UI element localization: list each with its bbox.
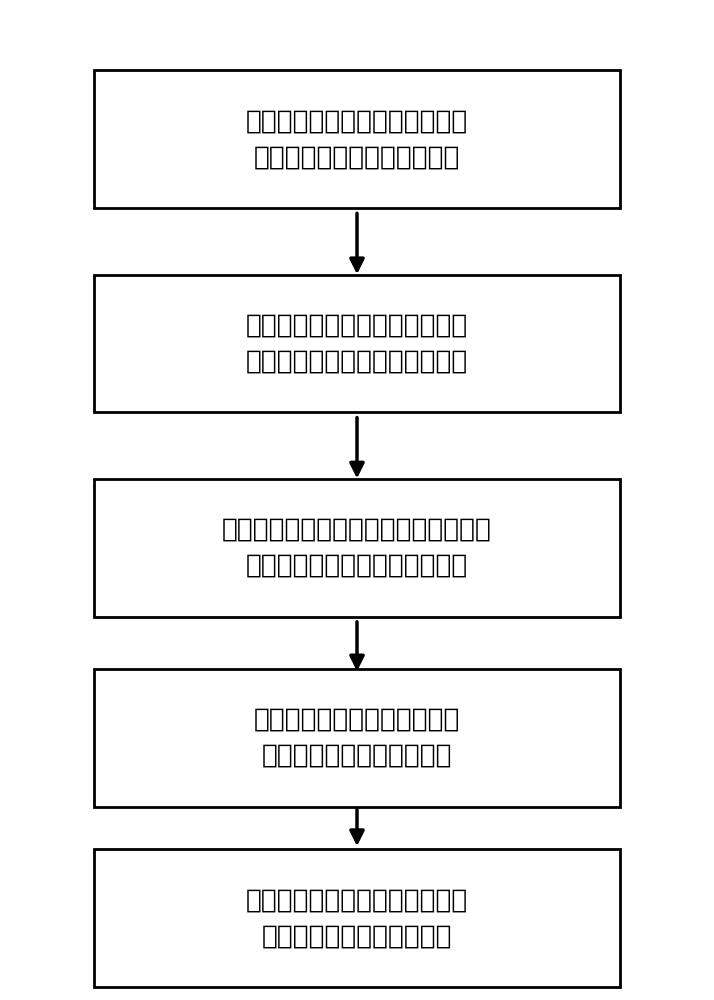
Text: 对同一组内的逆变器，按照不同
时刻实发功率的不同，进行分类: 对同一组内的逆变器，按照不同 时刻实发功率的不同，进行分类 — [246, 312, 468, 374]
Text: 根据每类逆变器的可增功率，
计算每组逆变器的可增功率: 根据每类逆变器的可增功率， 计算每组逆变器的可增功率 — [253, 707, 461, 769]
Bar — [94, 669, 620, 807]
Bar — [94, 70, 620, 208]
Text: 根据每组逆变器的可增功率，计
算整个光伏电站的理论功率: 根据每组逆变器的可增功率，计 算整个光伏电站的理论功率 — [246, 887, 468, 949]
Bar — [94, 275, 620, 412]
Text: 确定每一类逆变器中样板逆变器的实际
功率，计算该类逆变器可增功率: 确定每一类逆变器中样板逆变器的实际 功率，计算该类逆变器可增功率 — [222, 517, 492, 579]
Bar — [94, 479, 620, 617]
Text: 根据逆变器型号、额定容量的不
同对光伏电站逆变器进行分组: 根据逆变器型号、额定容量的不 同对光伏电站逆变器进行分组 — [246, 108, 468, 170]
Bar — [94, 849, 620, 987]
